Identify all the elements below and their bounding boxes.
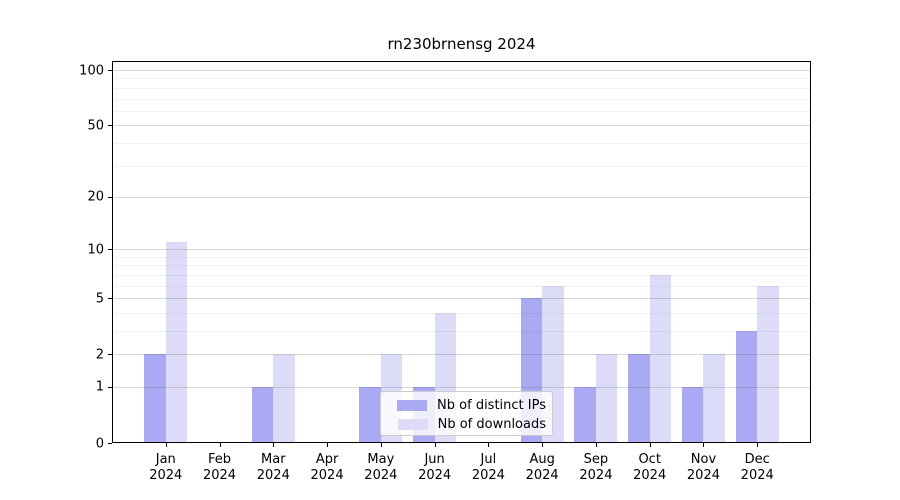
y-tick-label: 1 [95,379,104,395]
legend-label-distinct-ips: Nb of distinct IPs [437,398,546,413]
y-axis-tick [108,298,112,300]
bar-nb-of-downloads-dec [757,285,779,442]
gridline-minor [112,165,811,167]
x-tick-label-nov: Nov 2024 [671,452,735,483]
gridline-minor [112,274,811,276]
x-axis-tick [434,443,436,447]
bar-nb-of-downloads-mar [273,354,295,442]
y-tick-label: 10 [87,242,104,258]
gridline-major [112,298,811,300]
x-axis-tick [488,443,490,447]
gridline-minor [112,87,811,89]
gridline-minor [112,330,811,332]
x-tick-year: 2024 [149,467,183,483]
bar-nb-of-distinct-ips-oct [628,354,650,442]
x-axis-tick [380,443,382,447]
x-tick-label-jan: Jan 2024 [134,452,198,483]
x-tick-label-aug: Aug 2024 [510,452,574,483]
x-tick-label-feb: Feb 2024 [188,452,252,483]
bar-nb-of-distinct-ips-may [359,386,381,442]
gridline-minor [112,265,811,267]
x-tick-label-dec: Dec 2024 [725,452,789,483]
x-tick-label-jul: Jul 2024 [456,452,520,483]
x-tick-label-oct: Oct 2024 [618,452,682,483]
legend-swatch-downloads-icon [397,419,428,430]
gridline-major [112,125,811,127]
bar-nb-of-downloads-nov [703,354,725,442]
y-tick-label: 0 [95,436,104,451]
x-tick-year: 2024 [633,467,667,483]
x-tick-year: 2024 [579,467,613,483]
legend-item-downloads: Nb of downloads [386,415,546,434]
y-tick-label: 2 [95,347,104,363]
bar-nb-of-distinct-ips-sep [574,386,596,442]
x-axis-tick [542,443,544,447]
x-tick-year: 2024 [418,467,452,483]
x-tick-year: 2024 [471,467,505,483]
gridline-minor [112,285,811,287]
y-axis-tick [108,196,112,198]
x-axis-tick [595,443,597,447]
y-tick-label: 100 [79,63,104,79]
gridline-major [112,196,811,198]
x-tick-year: 2024 [310,467,344,483]
bar-nb-of-distinct-ips-dec [735,330,758,442]
gridline-major [112,354,811,356]
bar-nb-of-distinct-ips-nov [681,386,704,442]
x-tick-year: 2024 [256,467,290,483]
gridline-major [112,249,811,251]
x-tick-label-may: May 2024 [349,452,413,483]
bar-nb-of-distinct-ips-jan [144,354,166,442]
x-tick-year: 2024 [364,467,398,483]
x-axis-tick [757,443,759,447]
y-axis-tick [108,70,112,72]
x-tick-label-mar: Mar 2024 [241,452,305,483]
bar-nb-of-downloads-oct [649,274,672,442]
chart-title: rn230brnensg 2024 [387,35,536,53]
x-tick-year: 2024 [740,467,774,483]
y-tick-label: 50 [87,118,104,134]
legend-swatch-distinct-ips-icon [397,400,428,411]
y-axis-tick [108,443,112,444]
gridline-minor [112,142,811,144]
gridline-minor [112,312,811,314]
x-axis-tick [703,443,705,447]
y-axis-tick [108,386,112,388]
y-axis-tick [108,354,112,356]
bar-nb-of-downloads-sep [595,354,618,442]
x-axis-tick [327,443,329,447]
x-tick-label-jun: Jun 2024 [403,452,467,483]
x-tick-year: 2024 [202,467,237,483]
gridline-major [112,386,811,388]
y-axis-tick [108,125,112,127]
gridline-minor [112,98,811,100]
x-tick-label-sep: Sep 2024 [564,452,628,483]
bar-nb-of-downloads-jan [165,242,188,442]
y-tick-label: 5 [95,291,104,307]
y-tick-label: 20 [87,189,104,205]
legend-item-distinct-ips: Nb of distinct IPs [386,396,546,415]
x-tick-year: 2024 [686,467,720,483]
x-axis-tick [219,443,221,447]
x-axis-tick [165,443,167,447]
legend: Nb of distinct IPs Nb of downloads [380,391,553,436]
x-axis-tick [273,443,275,447]
x-tick-label-apr: Apr 2024 [295,452,359,483]
x-axis-tick [649,443,651,447]
gridline-minor [112,110,811,112]
bar-nb-of-distinct-ips-mar [251,386,274,442]
y-axis-tick [108,249,112,251]
gridline-minor [112,256,811,258]
x-tick-year: 2024 [525,467,559,483]
legend-label-downloads: Nb of downloads [437,417,546,432]
gridline-minor [112,78,811,80]
gridline-major [112,70,811,72]
